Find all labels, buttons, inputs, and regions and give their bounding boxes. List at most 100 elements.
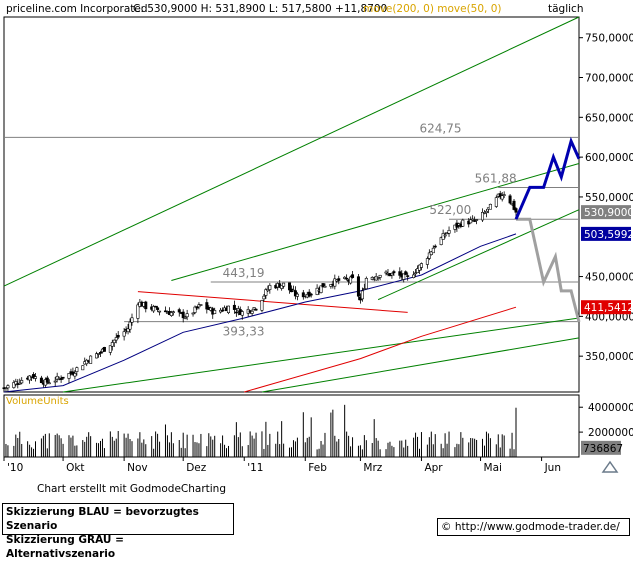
candle-body [112,339,116,344]
trendline [171,163,580,282]
candle-body [156,307,160,310]
candle-body [333,278,337,287]
candle-body [122,331,126,337]
trendline [261,337,580,393]
candle-body [67,373,71,379]
scroll-down-icon[interactable] [590,458,630,478]
candle-body [110,342,114,347]
candle-body [260,300,264,311]
candle-body [484,210,488,214]
candle-body [213,310,217,314]
candle-body [319,285,323,293]
ohlc-readout: C: 530,9000 H: 531,8900 L: 517,5800 +11,… [133,3,387,15]
candle-body [356,276,360,297]
candle-body [514,208,518,213]
timeframe-label: täglich [548,3,583,15]
candle-body [481,212,485,221]
candle-body [126,328,130,333]
candle-body [185,313,189,318]
candle-body [349,276,353,284]
candle-body [95,353,99,359]
candle-body [75,367,79,372]
candle-body [47,382,51,385]
legend-blue-scenario: Skizzierung BLAU = bevorzugtes Szenario [6,506,199,532]
candle-body [59,378,63,380]
level-label: 443,19 [223,266,265,280]
trendline [377,209,580,301]
candle-body [280,285,284,289]
candle-body [136,304,140,319]
candle-body [301,292,305,298]
candle-body [471,218,475,221]
candle-body [181,311,185,319]
candle-body [295,293,299,297]
trendline [63,317,580,393]
candle-body [114,337,118,341]
candle-body [404,271,408,275]
candle-body [475,219,479,221]
candle-body [390,272,394,276]
moving-average-legend: move(200, 0) move(50, 0) [363,3,502,15]
candle-body [130,317,134,323]
candle-body [152,306,156,312]
candle-body [234,311,238,314]
candlesticks [2,190,518,393]
candle-body [232,304,236,310]
price-badge-label: 503,5992 [584,229,633,241]
time-axis-ticks: '10 Okt Nov Dez '11 Feb Mrz Apr Mai Jun [3,457,561,474]
candle-body [183,317,187,319]
candle-body [392,271,396,274]
price-tick-label: 550,0000 [585,192,633,204]
candle-body [98,352,102,354]
scenario-lines [514,136,581,323]
candle-body [89,355,93,364]
price-tick-label: 700,0000 [585,73,633,85]
level-label: 561,88 [475,171,517,185]
price-tick-label: 650,0000 [585,112,633,124]
candle-body [498,193,502,198]
time-tick-label: Mai [484,462,502,474]
trend-lines [3,16,580,393]
candle-body [266,288,270,292]
candle-body [205,302,209,310]
candle-body [171,311,175,313]
candle-body [323,285,327,288]
candle-body [433,245,437,248]
level-label: 522,00 [429,203,471,217]
candle-body [169,312,173,316]
candle-body [226,305,230,314]
candle-body [53,380,57,383]
candle-body [364,278,368,290]
moving-average-lines [3,233,517,393]
candle-body [144,301,148,310]
candle-body [262,295,266,300]
candle-body [502,194,506,196]
candle-body [116,334,120,338]
candle-body [14,381,18,385]
candle-body [378,274,382,278]
candle-body [32,374,36,379]
candle-body [337,278,341,281]
candle-body [199,304,203,306]
candle-body [39,377,43,384]
price-badge-label: 530,9000 [584,207,633,219]
price-badge [581,300,631,315]
website-link[interactable]: © http://www.godmode-trader.de/ [437,518,630,536]
gray-scenario-path [516,217,581,323]
candle-body [128,321,132,330]
candle-body [512,200,516,210]
price-tick-label: 350,0000 [585,351,633,363]
candle-body [45,377,49,383]
volume-bars [3,404,517,457]
candle-body [494,197,498,207]
price-tick-label: 400,0000 [585,311,633,323]
time-tick-label: '11 [247,462,263,474]
candle-body [73,373,77,377]
candle-body [20,380,24,384]
candle-body [195,306,199,309]
price-badge [581,226,631,241]
candle-body [309,293,313,296]
price-axis-ticks: 750,0000 700,0000 650,0000 600,0000 550,0000… [579,33,633,363]
price-tick-label: 450,0000 [585,272,633,284]
